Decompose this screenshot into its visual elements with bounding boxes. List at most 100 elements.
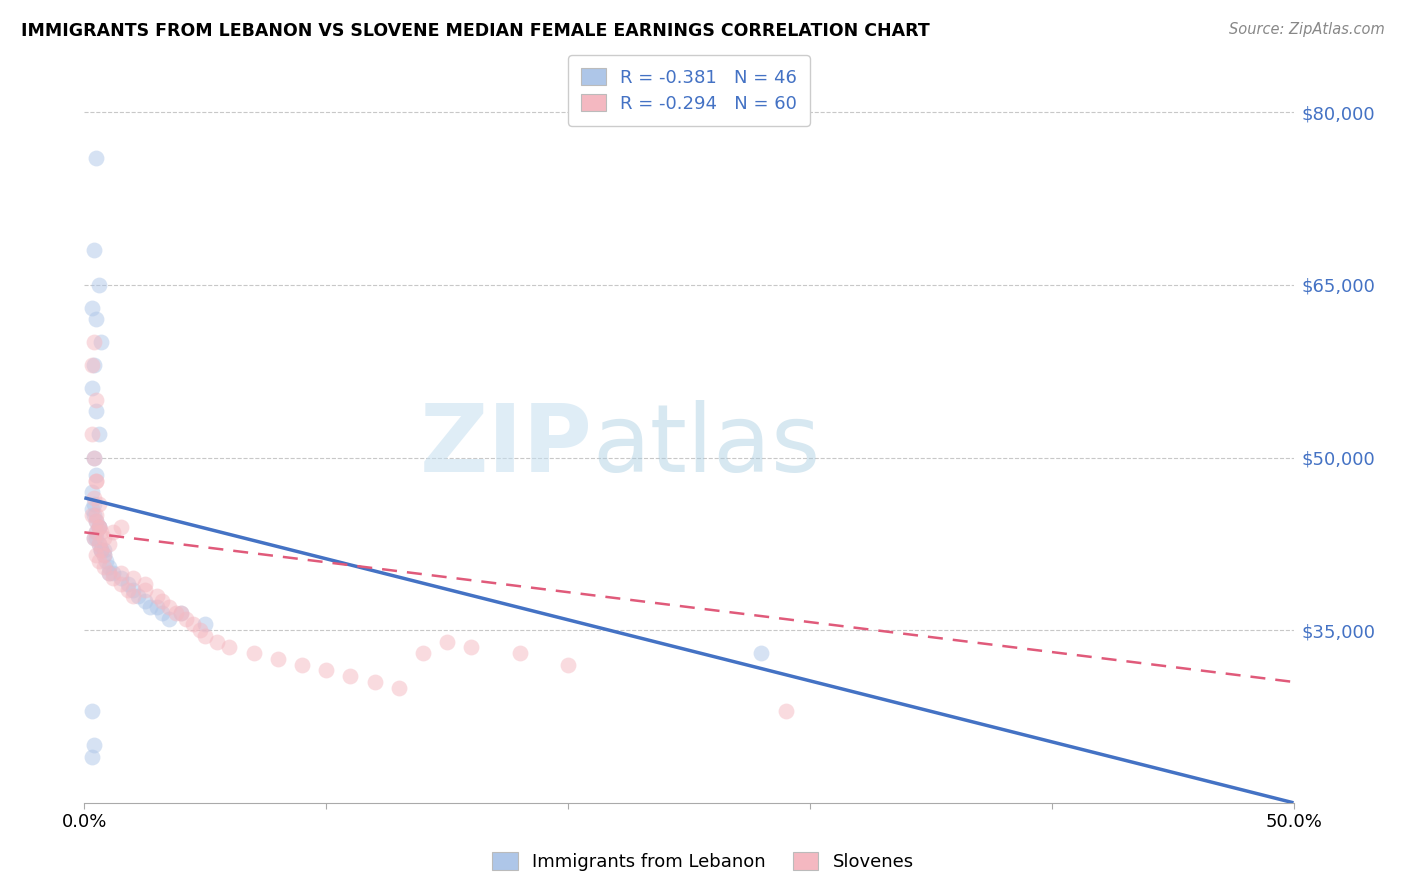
Legend: Immigrants from Lebanon, Slovenes: Immigrants from Lebanon, Slovenes [485,846,921,879]
Point [751,646,773,660]
Point [83,450,105,465]
Point [83,335,105,350]
Point [146,589,169,603]
Point [86,525,108,540]
Point [90,335,112,350]
Point [83,738,105,752]
Point [97,537,120,551]
Point [150,594,173,608]
Point [97,566,120,580]
Point [267,652,290,666]
Point [86,474,108,488]
Point [93,542,115,557]
Point [174,612,197,626]
Point [86,404,108,418]
Point [86,514,108,528]
Point [86,525,108,540]
Point [87,519,110,533]
Point [110,566,132,580]
Point [90,525,112,540]
Point [86,549,108,563]
Point [121,571,143,585]
Point [80,502,103,516]
Point [83,491,105,505]
Point [181,617,204,632]
Point [93,549,115,563]
Point [170,606,193,620]
Point [83,244,105,258]
Point [97,566,120,580]
Point [86,392,108,407]
Point [121,589,143,603]
Point [87,427,110,442]
Point [93,531,115,545]
Point [86,531,108,545]
Point [291,657,314,672]
Point [315,664,337,678]
Point [117,577,139,591]
Point [86,467,108,482]
Point [87,537,110,551]
Point [110,577,132,591]
Point [190,623,212,637]
Point [110,519,132,533]
Point [80,508,103,522]
Point [103,571,125,585]
Legend: R = -0.381   N = 46, R = -0.294   N = 60: R = -0.381 N = 46, R = -0.294 N = 60 [568,55,810,126]
Point [134,577,156,591]
Point [87,519,110,533]
Point [93,559,115,574]
Point [150,606,173,620]
Point [97,559,120,574]
Point [460,640,482,655]
Point [90,542,112,557]
Point [218,640,240,655]
Point [80,359,103,373]
Point [339,669,361,683]
Point [83,450,105,465]
Point [775,704,797,718]
Point [103,525,125,540]
Point [83,508,105,522]
Point [86,474,108,488]
Point [80,749,103,764]
Point [157,600,180,615]
Point [146,600,169,615]
Point [83,497,105,511]
Point [87,519,110,533]
Point [87,277,110,292]
Point [242,646,264,660]
Point [80,704,103,718]
Text: atlas: atlas [592,400,821,492]
Point [93,549,115,563]
Point [80,427,103,442]
Text: ZIP: ZIP [419,400,592,492]
Point [110,571,132,585]
Point [170,606,193,620]
Point [134,594,156,608]
Point [134,582,156,597]
Point [557,657,579,672]
Point [86,312,108,326]
Point [436,634,458,648]
Point [194,629,217,643]
Point [165,606,187,620]
Point [87,519,110,533]
Point [363,675,385,690]
Point [117,582,139,597]
Point [83,359,105,373]
Point [121,582,143,597]
Point [87,554,110,568]
Point [83,531,105,545]
Point [127,589,149,603]
Point [207,634,229,648]
Point [509,646,531,660]
Point [412,646,434,660]
Point [90,542,112,557]
Point [138,600,160,615]
Point [86,151,108,165]
Point [80,381,103,395]
Point [94,554,117,568]
Point [80,485,103,500]
Text: IMMIGRANTS FROM LEBANON VS SLOVENE MEDIAN FEMALE EARNINGS CORRELATION CHART: IMMIGRANTS FROM LEBANON VS SLOVENE MEDIA… [21,22,929,40]
